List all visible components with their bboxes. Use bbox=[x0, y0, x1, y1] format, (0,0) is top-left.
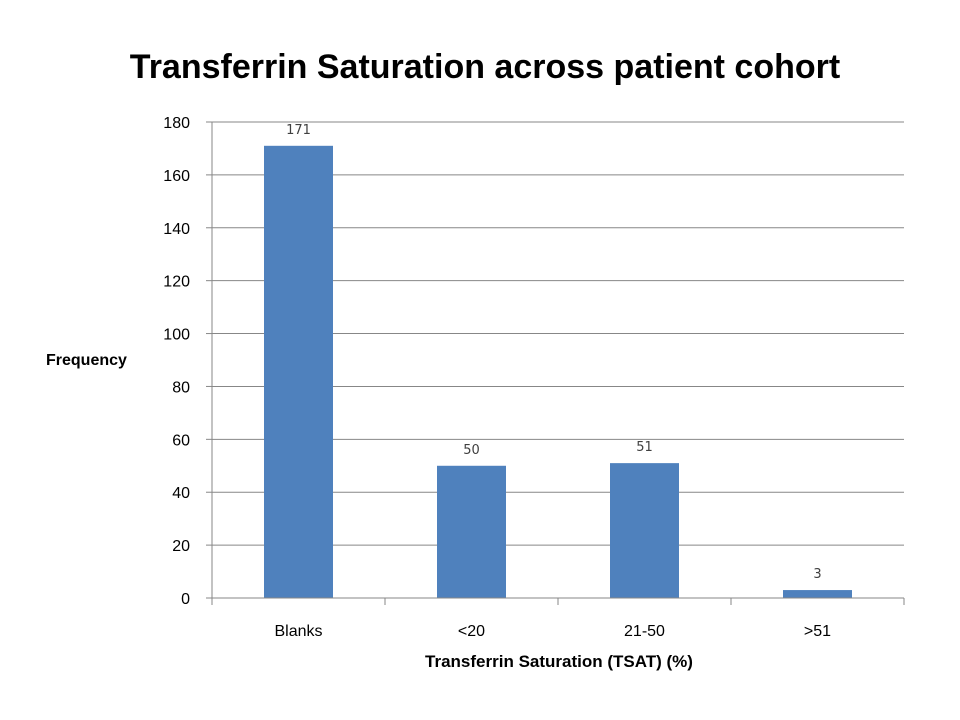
labels: 0 20 40 60 80 100 120 140 160 180 171 Blanks 50 <20 51… bbox=[163, 115, 831, 640]
bar bbox=[610, 463, 679, 598]
y-tick-label: 100 bbox=[163, 327, 190, 344]
data-label: 51 bbox=[636, 440, 653, 455]
y-tick-label: 120 bbox=[163, 274, 190, 291]
x-tick-label: <20 bbox=[458, 623, 485, 640]
bar bbox=[783, 590, 852, 598]
y-tick-label: 140 bbox=[163, 221, 190, 238]
y-tick-label: 0 bbox=[181, 591, 190, 608]
y-tick-label: 40 bbox=[172, 485, 190, 502]
x-axis-label: Transferrin Saturation (TSAT) (%) bbox=[425, 652, 693, 671]
y-tick-label: 180 bbox=[163, 115, 190, 132]
chart-title: Transferrin Saturation across patient co… bbox=[129, 48, 841, 86]
bar bbox=[264, 145, 333, 599]
x-tick-label: Blanks bbox=[274, 623, 322, 640]
y-axis-label: Frequency bbox=[46, 352, 127, 369]
x-tick-label: >51 bbox=[804, 623, 831, 640]
y-tick-label: 80 bbox=[172, 379, 190, 396]
bar bbox=[437, 465, 506, 598]
data-label: 50 bbox=[463, 443, 480, 458]
y-tick-label: 20 bbox=[172, 538, 190, 555]
bars bbox=[264, 145, 852, 599]
y-tick-label: 60 bbox=[172, 432, 190, 449]
data-label: 3 bbox=[813, 567, 821, 582]
y-tick-label: 160 bbox=[163, 168, 190, 185]
x-tick-label: 21-50 bbox=[624, 623, 665, 640]
data-label: 171 bbox=[286, 123, 311, 138]
axes bbox=[206, 121, 905, 605]
